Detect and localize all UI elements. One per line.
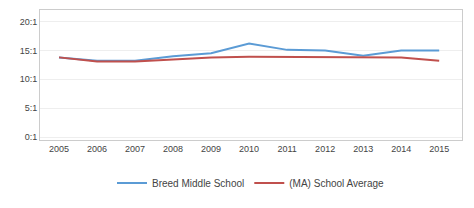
svg-text:Breed Middle School: Breed Middle School [152, 178, 244, 189]
svg-text:2006: 2006 [87, 144, 107, 154]
svg-text:20:1: 20:1 [20, 17, 38, 27]
svg-text:5:1: 5:1 [25, 103, 38, 113]
svg-text:2014: 2014 [391, 144, 411, 154]
svg-text:2012: 2012 [315, 144, 335, 154]
svg-text:2011: 2011 [277, 144, 296, 154]
svg-text:2010: 2010 [239, 144, 259, 154]
svg-text:15:1: 15:1 [20, 46, 38, 56]
svg-text:(MA) School Average: (MA) School Average [289, 178, 384, 189]
svg-text:2008: 2008 [163, 144, 183, 154]
svg-text:2013: 2013 [353, 144, 373, 154]
svg-text:2007: 2007 [125, 144, 145, 154]
svg-text:10:1: 10:1 [20, 74, 38, 84]
svg-text:2015: 2015 [429, 144, 449, 154]
svg-text:2005: 2005 [49, 144, 69, 154]
svg-text:2009: 2009 [201, 144, 221, 154]
svg-text:0:1: 0:1 [25, 132, 38, 142]
